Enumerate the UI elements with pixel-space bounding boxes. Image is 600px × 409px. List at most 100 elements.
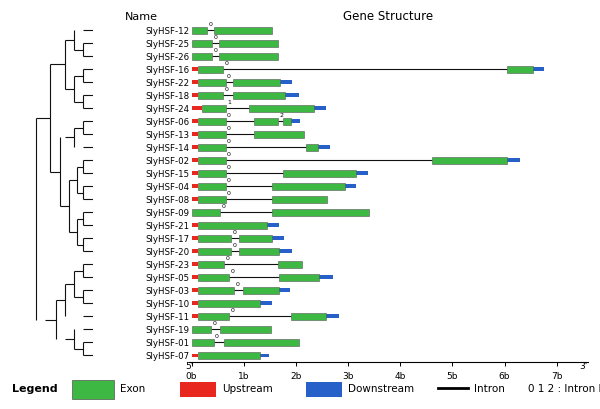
Text: Downstream: Downstream (348, 383, 414, 393)
Bar (191, 276, 198, 279)
Bar (260, 302, 272, 306)
Bar (254, 131, 304, 138)
Bar (198, 235, 231, 242)
Bar (191, 198, 198, 202)
Text: SlyHSF-26: SlyHSF-26 (145, 52, 189, 61)
Bar (272, 183, 346, 190)
Text: 0 1 2 : Intron Phase: 0 1 2 : Intron Phase (528, 383, 600, 393)
Text: 0: 0 (227, 152, 231, 157)
Text: Legend: Legend (12, 383, 58, 393)
Text: SlyHSF-20: SlyHSF-20 (145, 247, 189, 256)
Text: 0: 0 (227, 126, 231, 131)
Text: SlyHSF-25: SlyHSF-25 (145, 40, 189, 49)
Text: 0: 0 (232, 230, 236, 235)
Text: SlyHSF-01: SlyHSF-01 (145, 338, 189, 347)
Bar (198, 144, 226, 151)
Bar (191, 54, 212, 61)
Bar (283, 170, 356, 178)
Text: 0: 0 (214, 35, 218, 40)
Text: SlyHSF-19: SlyHSF-19 (145, 325, 189, 334)
Bar (219, 54, 278, 61)
Bar (291, 120, 300, 124)
Text: Exon: Exon (120, 383, 145, 393)
Text: 0: 0 (227, 139, 231, 144)
Bar (198, 157, 226, 164)
Bar (307, 144, 318, 151)
Bar (191, 237, 198, 240)
Text: SlyHSF-22: SlyHSF-22 (145, 79, 189, 88)
Text: 0: 0 (224, 61, 229, 66)
Bar (198, 66, 223, 74)
Text: SlyHSF-10: SlyHSF-10 (145, 299, 189, 308)
Text: 0: 0 (227, 74, 231, 79)
Text: 0: 0 (227, 165, 231, 170)
Bar (198, 196, 226, 203)
Text: SlyHSF-05: SlyHSF-05 (145, 273, 189, 282)
Bar (272, 209, 369, 216)
Text: SlyHSF-09: SlyHSF-09 (145, 208, 189, 217)
Bar (191, 302, 198, 306)
Bar (191, 185, 198, 189)
Title: Name: Name (125, 12, 157, 22)
Bar (280, 81, 292, 85)
Bar (198, 170, 226, 178)
Bar (279, 274, 319, 281)
Bar (191, 339, 214, 346)
Bar (272, 196, 327, 203)
Bar (191, 289, 198, 292)
Text: 0: 0 (236, 282, 240, 287)
Bar (198, 131, 226, 138)
Bar (198, 183, 226, 190)
Text: SlyHSF-24: SlyHSF-24 (145, 104, 189, 113)
Text: 1: 1 (227, 100, 231, 105)
Bar (283, 118, 291, 126)
Text: SlyHSF-03: SlyHSF-03 (145, 286, 189, 295)
Bar (198, 274, 229, 281)
Text: 5': 5' (185, 361, 193, 370)
Bar (254, 118, 278, 126)
Bar (306, 382, 342, 397)
Bar (198, 313, 229, 320)
Text: SlyHSF-18: SlyHSF-18 (145, 92, 189, 100)
Text: Intron: Intron (474, 383, 505, 393)
Bar (249, 106, 314, 112)
Bar (191, 209, 220, 216)
Bar (198, 352, 260, 359)
Text: 0: 0 (224, 87, 229, 92)
Bar (191, 68, 198, 72)
Bar (286, 94, 299, 98)
Text: 0: 0 (209, 22, 212, 27)
Text: 0: 0 (227, 113, 231, 118)
Text: SlyHSF-23: SlyHSF-23 (145, 260, 189, 269)
Bar (318, 146, 330, 150)
Title: Gene Structure: Gene Structure (343, 10, 434, 23)
Bar (239, 248, 279, 255)
Text: SlyHSF-04: SlyHSF-04 (145, 182, 189, 191)
Text: 0: 0 (231, 269, 235, 274)
Text: 3': 3' (580, 361, 588, 370)
Text: 0: 0 (226, 256, 229, 261)
Bar (198, 300, 260, 307)
Bar (191, 224, 198, 227)
Bar (214, 27, 272, 35)
Bar (72, 380, 114, 399)
Bar (233, 79, 280, 87)
Bar (278, 261, 302, 268)
Bar (191, 172, 198, 175)
Bar (239, 235, 272, 242)
Text: 0: 0 (214, 48, 218, 53)
Text: SlyHSF-07: SlyHSF-07 (145, 351, 189, 360)
Bar (198, 118, 226, 126)
Bar (191, 354, 198, 357)
Bar (267, 224, 279, 227)
Bar (191, 94, 198, 98)
Bar (314, 107, 326, 111)
Bar (191, 326, 211, 333)
Text: SlyHSF-14: SlyHSF-14 (145, 143, 189, 152)
Bar (507, 159, 520, 163)
Bar (224, 339, 299, 346)
Bar (191, 133, 198, 137)
Text: 0: 0 (232, 243, 236, 248)
Text: SlyHSF-02: SlyHSF-02 (145, 156, 189, 165)
Bar (198, 222, 267, 229)
